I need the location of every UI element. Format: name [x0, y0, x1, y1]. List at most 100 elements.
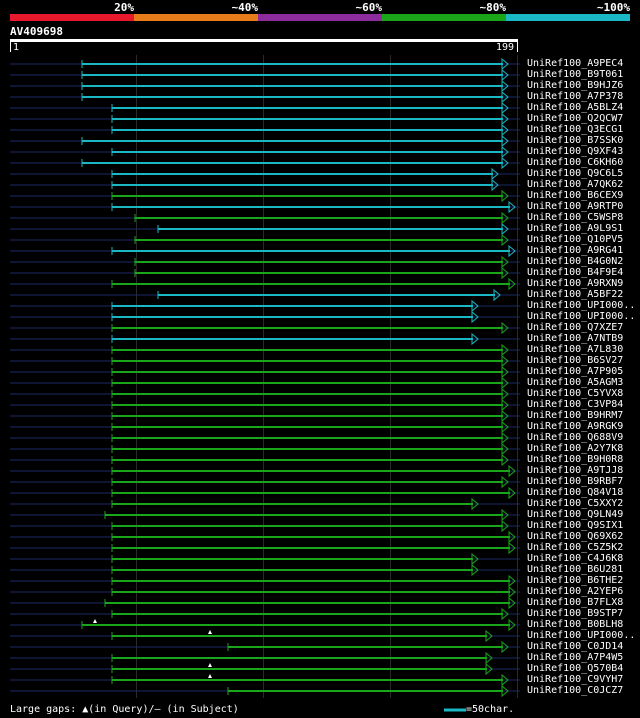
hit-label[interactable]: UniRef100_C5YVX8 [527, 388, 624, 399]
hit-row[interactable] [10, 541, 520, 555]
hit-row[interactable] [10, 156, 520, 170]
hit-row[interactable] [10, 189, 520, 203]
hit-label[interactable]: UniRef100_A7L830 [527, 344, 624, 355]
hit-label[interactable]: UniRef100_B6U281 [527, 564, 624, 575]
hit-row[interactable] [10, 90, 520, 104]
hit-label[interactable]: UniRef100_A5AGM3 [527, 377, 624, 388]
hit-label[interactable]: UniRef100_B9T061 [527, 69, 624, 80]
hit-label[interactable]: UniRef100_A2YEP6 [527, 586, 624, 597]
hit-row[interactable] [10, 563, 520, 577]
hit-label[interactable]: UniRef100_A7QK62 [527, 179, 624, 190]
hit-row[interactable] [10, 640, 520, 654]
hit-row[interactable] [10, 255, 520, 269]
hit-label[interactable]: UniRef100_Q7XZE7 [527, 322, 624, 333]
hit-label[interactable]: UniRef100_C0JCZ7 [527, 685, 624, 696]
hit-row[interactable] [10, 398, 520, 412]
hit-row[interactable] [10, 266, 520, 280]
hit-row[interactable] [10, 387, 520, 401]
hit-row[interactable] [10, 167, 520, 181]
hit-label[interactable]: UniRef100_B9RBF7 [527, 476, 624, 487]
hit-label[interactable]: UniRef100_Q9XF43 [527, 146, 624, 157]
hit-row[interactable] [10, 497, 520, 511]
hit-row[interactable] [10, 200, 520, 214]
hit-label[interactable]: UniRef100_A9RGK9 [527, 421, 624, 432]
hit-row[interactable] [10, 244, 520, 258]
hit-label[interactable]: UniRef100_B7SSK0 [527, 135, 624, 146]
hit-label[interactable]: UniRef100_Q2QCW7 [527, 113, 624, 124]
hit-label[interactable]: UniRef100_C3VP84 [527, 399, 624, 410]
hit-label[interactable]: UniRef100_C0JD14 [527, 641, 624, 652]
hit-row[interactable] [10, 409, 520, 423]
hit-row[interactable] [10, 222, 520, 236]
hit-label[interactable]: UniRef100_Q9LN49 [527, 509, 624, 520]
hit-label[interactable]: UniRef100_A7P378 [527, 91, 624, 102]
hit-label[interactable]: UniRef100_C9VYH7 [527, 674, 624, 685]
hit-label[interactable]: UniRef100_B4G0N2 [527, 256, 624, 267]
hit-row[interactable] [10, 596, 520, 610]
hit-label[interactable]: UniRef100_C6KH60 [527, 157, 624, 168]
hit-row[interactable] [10, 277, 520, 291]
hit-row[interactable] [10, 552, 520, 566]
hit-row[interactable] [10, 123, 520, 137]
hit-row[interactable] [10, 101, 520, 115]
hit-label[interactable]: UniRef100_Q9SIX1 [527, 520, 624, 531]
hit-label[interactable]: UniRef100_A7P905 [527, 366, 624, 377]
hit-label[interactable]: UniRef100_Q9C6L5 [527, 168, 624, 179]
hit-label[interactable]: UniRef100_Q84V18 [527, 487, 624, 498]
hit-label[interactable]: UniRef100_B7FLX8 [527, 597, 624, 608]
hit-label[interactable]: UniRef100_A5BLZ4 [527, 102, 624, 113]
hit-row[interactable] [10, 475, 520, 489]
hit-row[interactable] [10, 651, 520, 665]
hit-row[interactable] [10, 453, 520, 467]
hit-row[interactable] [10, 486, 520, 500]
hit-row[interactable] [10, 365, 520, 379]
hit-label[interactable]: UniRef100_A9PEC4 [527, 58, 624, 69]
hit-label[interactable]: UniRef100_A7P4W5 [527, 652, 624, 663]
hit-row[interactable] [10, 618, 520, 632]
hit-label[interactable]: UniRef100_Q10PV5 [527, 234, 624, 245]
hit-row[interactable] [10, 354, 520, 368]
hit-label[interactable]: UniRef100_C5Z5K2 [527, 542, 624, 553]
hit-row[interactable] [10, 68, 520, 82]
hit-label[interactable]: UniRef100_Q69X62 [527, 531, 624, 542]
hit-label[interactable]: UniRef100_Q688V9 [527, 432, 624, 443]
hit-row[interactable] [10, 79, 520, 93]
hit-row[interactable] [10, 178, 520, 192]
hit-row[interactable] [10, 684, 520, 698]
hit-label[interactable]: UniRef100_C5WSP8 [527, 212, 624, 223]
hit-row[interactable] [10, 233, 520, 247]
hit-row[interactable] [10, 508, 520, 522]
hit-label[interactable]: UniRef100_A2Y7K8 [527, 443, 624, 454]
hit-row[interactable] [10, 464, 520, 478]
hit-label[interactable]: UniRef100_B6THE2 [527, 575, 624, 586]
hit-label[interactable]: UniRef100_Q570B4 [527, 663, 624, 674]
hit-label[interactable]: UniRef100_A7NTB9 [527, 333, 624, 344]
hit-row[interactable] [10, 442, 520, 456]
hit-label[interactable]: UniRef100_Q3ECG1 [527, 124, 624, 135]
hit-label[interactable]: UniRef100_A9TJJ8 [527, 465, 624, 476]
hit-label[interactable]: UniRef100_A9RXN9 [527, 278, 624, 289]
hit-row[interactable] [10, 530, 520, 544]
hit-label[interactable]: UniRef100_B6SV27 [527, 355, 624, 366]
hit-row[interactable] [10, 321, 520, 335]
hit-label[interactable]: UniRef100_C5XXY2 [527, 498, 624, 509]
hit-row[interactable] [10, 585, 520, 599]
hit-label[interactable]: UniRef100_UPI000.. [527, 311, 636, 322]
hit-row[interactable] [10, 299, 520, 313]
hit-label[interactable]: UniRef100_B9H0R8 [527, 454, 624, 465]
hit-row[interactable] [10, 574, 520, 588]
hit-row[interactable] [10, 420, 520, 434]
hit-row[interactable] [10, 376, 520, 390]
hit-label[interactable]: UniRef100_A5BF22 [527, 289, 624, 300]
hit-label[interactable]: UniRef100_A9L9S1 [527, 223, 624, 234]
hit-label[interactable]: UniRef100_A9RTP0 [527, 201, 624, 212]
hit-label[interactable]: UniRef100_A9RG41 [527, 245, 624, 256]
hit-row[interactable] [10, 134, 520, 148]
hit-row[interactable] [10, 607, 520, 621]
hit-label[interactable]: UniRef100_B9STP7 [527, 608, 624, 619]
hit-row[interactable] [10, 112, 520, 126]
hit-row[interactable] [10, 673, 520, 687]
hit-row[interactable] [10, 145, 520, 159]
hit-row[interactable] [10, 431, 520, 445]
hit-row[interactable] [10, 662, 520, 676]
